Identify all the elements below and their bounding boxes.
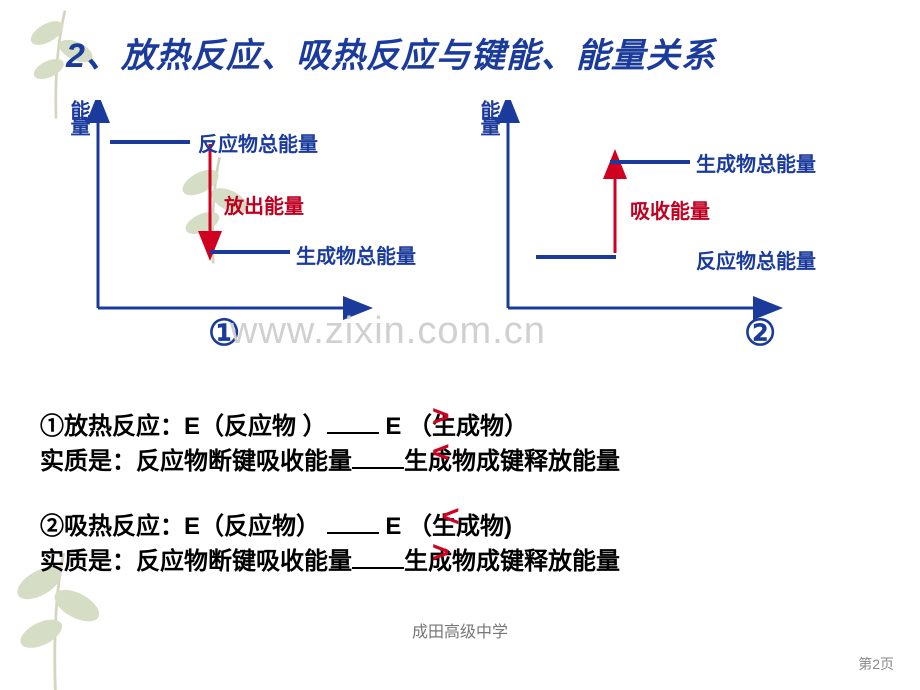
line2-pre: 实质是：反应物断键吸收能量 — [40, 548, 352, 575]
page-number: 第2页 — [858, 654, 894, 674]
answer-gt-2: > — [432, 536, 450, 570]
line1-post: E （生成物） — [379, 413, 528, 440]
energy-absorb-label: 吸收能量 — [630, 195, 710, 224]
exothermic-statement: ①放热反应：E（反应物 ） E （生成物） 实质是：反应物断键吸收能量生成物成键… — [40, 410, 620, 480]
product-level-label: 生成物总能量 — [296, 240, 416, 269]
answer-gt-1: > — [432, 400, 450, 434]
y-axis-label: 能量 — [474, 100, 503, 132]
blank-compare-4 — [352, 567, 404, 569]
answer-lt-2: < — [442, 500, 460, 534]
product-level-label: 生成物总能量 — [696, 148, 816, 177]
line2-pre: 实质是：反应物断键吸收能量 — [40, 448, 352, 475]
blank-compare-3 — [327, 532, 379, 534]
watermark: www.zixin.com.cn — [230, 310, 546, 353]
reactant-level-line — [536, 255, 616, 259]
page-title: 2、放热反应、吸热反应与键能、能量关系 — [66, 28, 716, 77]
energy-diagram-endothermic: 能量 生成物总能量 反应物总能量 吸收能量 ② — [480, 100, 840, 330]
reactant-level-label: 反应物总能量 — [198, 128, 318, 157]
diagram-number-2: ② — [744, 312, 776, 354]
product-level-line — [610, 160, 690, 164]
line1-pre: ①放热反应：E（反应物 ） — [40, 413, 327, 440]
y-axis-label: 能量 — [64, 100, 93, 132]
blank-compare-1 — [327, 432, 379, 434]
reactant-level-label: 反应物总能量 — [696, 245, 816, 274]
answer-lt-1: < — [432, 436, 450, 470]
line1-pre: ②吸热反应：E（反应物） — [40, 513, 327, 540]
product-level-line — [210, 250, 290, 254]
reactant-level-line — [110, 140, 190, 144]
energy-diagram-exothermic: 能量 反应物总能量 生成物总能量 放出能量 ① — [70, 100, 430, 330]
endothermic-statement: ②吸热反应：E（反应物） E （生成物) 实质是：反应物断键吸收能量生成物成键释… — [40, 510, 620, 580]
footer-school: 成田高级中学 — [0, 618, 920, 642]
energy-release-label: 放出能量 — [224, 190, 304, 219]
blank-compare-2 — [352, 467, 404, 469]
